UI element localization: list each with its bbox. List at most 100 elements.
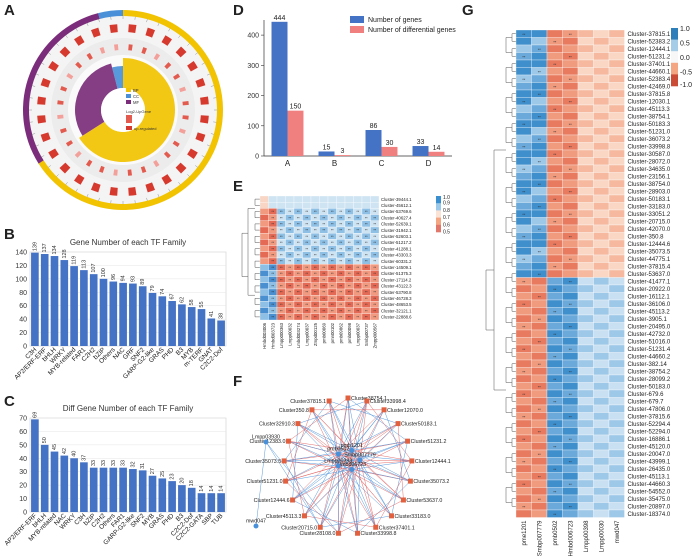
legend-label: Number of differential genes bbox=[368, 27, 456, 34]
cluster-node bbox=[290, 497, 296, 503]
data-label: 14 bbox=[433, 145, 441, 152]
heatmap-cell bbox=[531, 397, 548, 406]
network-edge bbox=[265, 441, 321, 528]
data-label: 14 bbox=[209, 486, 215, 492]
heatmap-cell bbox=[608, 232, 625, 241]
heatmap-cell bbox=[577, 209, 594, 218]
network-edge bbox=[285, 409, 313, 482]
heatmap-cell bbox=[515, 262, 532, 271]
significance-mark: ** bbox=[331, 303, 334, 307]
significance-mark: ** bbox=[288, 222, 291, 226]
network-edge bbox=[359, 400, 368, 461]
gene-count-box bbox=[187, 148, 198, 159]
significance-mark: ** bbox=[297, 284, 300, 288]
heatmap-cell bbox=[577, 59, 594, 68]
cluster-node bbox=[373, 524, 379, 530]
significance-mark: ** bbox=[553, 130, 557, 135]
heatmap-cell bbox=[515, 202, 532, 211]
significance-mark: ** bbox=[538, 295, 542, 300]
row-label: Cluster-350.8 bbox=[628, 234, 665, 240]
heatmap-cell bbox=[593, 427, 610, 436]
bar bbox=[197, 309, 206, 346]
significance-mark: ** bbox=[538, 362, 542, 367]
y-tick-label: 20 bbox=[19, 483, 27, 490]
row-label: Cluster-679.7 bbox=[628, 399, 665, 405]
significance-mark: ** bbox=[356, 241, 359, 245]
data-label: 45 bbox=[52, 444, 58, 450]
tick-mark bbox=[168, 188, 171, 192]
row-label: Cluster-37401.1 bbox=[628, 62, 671, 68]
heatmap-cell bbox=[577, 134, 594, 143]
significance-mark: ** bbox=[365, 266, 368, 270]
row-label: Cluster-53769.6 bbox=[381, 209, 412, 214]
significance-mark: ** bbox=[339, 210, 342, 214]
gene-count-box bbox=[37, 115, 46, 124]
dendro-branch bbox=[511, 93, 516, 102]
significance-mark: ** bbox=[288, 315, 291, 319]
network-edge bbox=[359, 459, 412, 462]
heatmap-cell bbox=[546, 254, 563, 263]
cluster-node bbox=[285, 438, 291, 444]
heatmap-cell bbox=[515, 307, 532, 316]
tick-mark bbox=[48, 52, 51, 55]
x-tick-label: TUB bbox=[210, 512, 224, 526]
heatmap-cell bbox=[562, 397, 579, 406]
tick-mark bbox=[48, 165, 51, 168]
network-edge bbox=[351, 409, 385, 451]
significance-mark: ** bbox=[288, 247, 291, 251]
heatmap-cell bbox=[577, 187, 594, 196]
significance-mark: ** bbox=[305, 216, 308, 220]
panel-label-c: C bbox=[4, 393, 15, 410]
significance-mark: ** bbox=[331, 278, 334, 282]
row-label: Cluster-43303.3 bbox=[381, 253, 412, 258]
y-tick-label: 300 bbox=[247, 63, 259, 70]
colorbar-tick: 0.9 bbox=[443, 201, 450, 207]
heatmap-cell bbox=[577, 412, 594, 421]
data-label: 113 bbox=[81, 260, 87, 269]
heatmap-cell bbox=[577, 164, 594, 173]
heatmap-cell bbox=[515, 464, 532, 473]
heatmap-cell bbox=[515, 104, 532, 113]
significance-mark: ** bbox=[297, 278, 300, 282]
data-label: 41 bbox=[209, 311, 215, 317]
bar bbox=[217, 493, 225, 512]
heatmap-cell bbox=[546, 412, 563, 421]
heatmap-cell bbox=[531, 457, 548, 466]
significance-mark: ** bbox=[522, 370, 526, 375]
heatmap-cell bbox=[562, 149, 579, 158]
cluster-node bbox=[381, 407, 387, 413]
significance-mark: ** bbox=[288, 229, 291, 233]
data-label: 32 bbox=[130, 461, 136, 467]
heatmap-cell bbox=[531, 119, 548, 128]
network-edge bbox=[338, 460, 412, 467]
heatmap-cell bbox=[577, 427, 594, 436]
panel-label-d: D bbox=[233, 2, 244, 19]
significance-mark: ** bbox=[331, 229, 334, 233]
y-tick-label: 50 bbox=[19, 442, 27, 449]
heatmap-cell bbox=[608, 307, 625, 316]
cluster-node-label: Cluster37815.1 bbox=[290, 399, 326, 405]
significance-mark: ** bbox=[305, 284, 308, 288]
y-tick-label: 0 bbox=[23, 510, 27, 517]
significance-mark: ** bbox=[348, 247, 351, 251]
row-label: Cluster-43999.1 bbox=[628, 459, 671, 465]
row-label: Cluster-42732.0 bbox=[628, 332, 671, 338]
heatmap-cell bbox=[577, 457, 594, 466]
bar bbox=[99, 467, 108, 512]
colorbar-tick: 0.8 bbox=[443, 208, 450, 214]
heatmap-cell bbox=[546, 367, 563, 376]
y-tick-label: 100 bbox=[15, 276, 27, 283]
gene-count-box bbox=[90, 182, 101, 193]
row-label: Cluster-30587.0 bbox=[628, 152, 671, 158]
heatmap-cell bbox=[608, 119, 625, 128]
heatmap-cell bbox=[562, 404, 579, 413]
network-edge bbox=[320, 469, 352, 528]
column-label: pmb00069 bbox=[321, 322, 326, 343]
up-regulated-box bbox=[75, 61, 83, 69]
data-label: 134 bbox=[52, 245, 58, 254]
significance-mark: ** bbox=[356, 278, 359, 282]
network-edge bbox=[284, 459, 361, 462]
cluster-node bbox=[281, 458, 287, 464]
heatmap-cell bbox=[531, 97, 548, 106]
heatmap-cell bbox=[608, 217, 625, 226]
